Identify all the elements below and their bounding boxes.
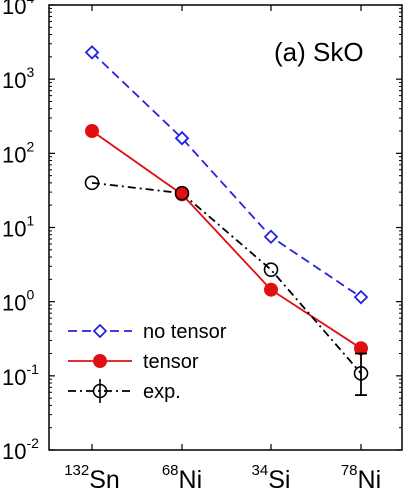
y-tick-base: 10 <box>2 0 26 19</box>
y-tick-exponent: -1 <box>26 361 39 377</box>
y-tick-label: 10-1 <box>2 361 39 390</box>
data-point <box>85 124 99 139</box>
series-layer <box>84 45 369 396</box>
data-point <box>174 185 190 201</box>
y-tick-label: 100 <box>2 287 34 316</box>
data-point <box>353 366 369 381</box>
series-line <box>91 51 362 298</box>
y-tick-label: 104 <box>2 0 34 19</box>
panel-title: (a) SkO <box>274 37 364 67</box>
x-category-mass: 68 <box>162 462 179 479</box>
y-tick-label: 102 <box>2 138 34 167</box>
y-tick-base: 10 <box>2 217 26 242</box>
y-tick-base: 10 <box>2 439 26 464</box>
legend-label: tensor <box>143 351 199 373</box>
y-tick-exponent: 0 <box>26 287 34 303</box>
x-category-mass: 78 <box>341 462 358 479</box>
y-tick-base: 10 <box>2 365 26 390</box>
x-category-mass: 132 <box>64 462 89 479</box>
legend-marker <box>92 323 108 339</box>
legend-marker <box>93 354 107 368</box>
y-tick-exponent: 3 <box>26 64 34 80</box>
x-category-element: Si <box>268 466 290 494</box>
data-point <box>264 282 278 297</box>
legend-label: no tensor <box>143 321 227 343</box>
x-category-label: 68Ni <box>162 462 202 494</box>
legend-label: exp. <box>143 381 181 403</box>
data-point <box>84 45 100 60</box>
y-tick-exponent: 4 <box>26 0 34 6</box>
x-category-element: Sn <box>89 466 120 494</box>
data-point <box>263 262 279 277</box>
series-line <box>91 130 362 350</box>
y-tick-base: 10 <box>2 142 26 167</box>
plot-frame <box>48 4 403 451</box>
x-category-element: Ni <box>358 466 382 494</box>
y-tick-exponent: 1 <box>26 213 34 229</box>
y-tick-label: 101 <box>2 213 34 242</box>
legend: no tensor tensor exp. <box>68 321 227 403</box>
y-tick-exponent: -2 <box>26 435 39 451</box>
y-tick-base: 10 <box>2 68 26 93</box>
data-point <box>263 229 279 245</box>
x-category-element: Ni <box>179 466 203 494</box>
data-point <box>174 130 190 146</box>
y-axis: 10410310210110010-110-2 <box>2 0 402 464</box>
y-tick-label: 103 <box>2 64 34 93</box>
data-point <box>84 175 100 191</box>
x-category-mass: 34 <box>252 462 269 479</box>
data-point <box>353 289 369 305</box>
y-tick-base: 10 <box>2 291 26 316</box>
x-category-label: 78Ni <box>341 462 381 494</box>
x-category-label: 34Si <box>252 462 291 494</box>
y-tick-exponent: 2 <box>26 138 34 154</box>
x-axis: 132Sn 68Ni 34Si 78Ni <box>64 5 381 494</box>
series-line <box>91 181 362 374</box>
legend-marker <box>92 383 108 399</box>
x-category-label: 132Sn <box>64 462 120 494</box>
y-tick-label: 10-2 <box>2 435 39 464</box>
